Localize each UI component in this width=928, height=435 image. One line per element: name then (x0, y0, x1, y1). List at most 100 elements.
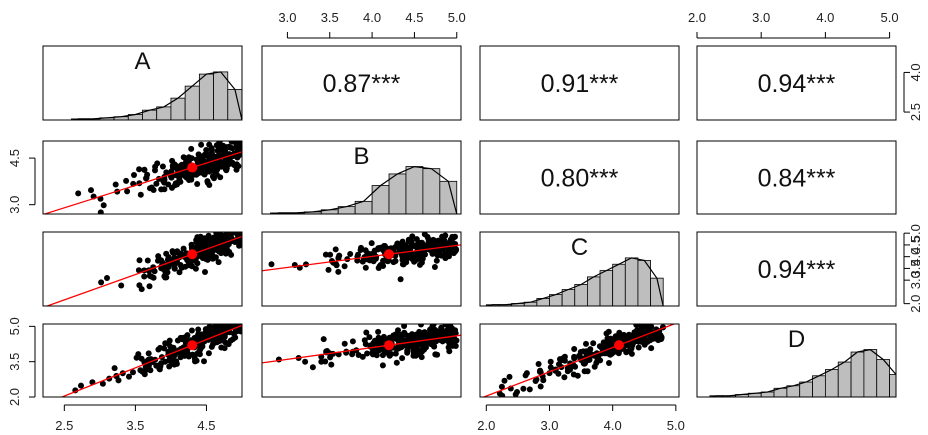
scatter-point (225, 341, 232, 348)
tick-label: 5.0 (7, 317, 22, 335)
tick-label: 4.5 (7, 149, 22, 167)
scatter-point (183, 158, 190, 165)
scatter-point (145, 362, 152, 369)
scatter-point (177, 262, 184, 268)
centroid-point (613, 340, 624, 351)
scatter-point (448, 325, 455, 332)
hist-bar (561, 289, 576, 306)
scatter-point (234, 238, 241, 245)
axis-a-bottom: 2.5 3.5 4.5 (55, 404, 216, 433)
scatter-point (202, 269, 208, 275)
centroid-point (187, 162, 198, 173)
scatter-point (361, 337, 368, 344)
scatter-point (215, 259, 222, 266)
scatter-point (433, 338, 440, 345)
scatter-point (143, 174, 150, 181)
scatter-point (222, 157, 229, 164)
hist-bar (156, 106, 172, 120)
scatter-point (388, 351, 395, 357)
tick-label: 5.0 (667, 418, 685, 433)
scatter-point (583, 340, 589, 347)
scatter-point (401, 324, 408, 329)
hist-bar (850, 351, 865, 397)
axis-d-top: 2.0 3.0 4.0 5.0 (688, 10, 899, 39)
scatter-point (211, 168, 218, 175)
scatter-point (431, 264, 438, 270)
panel-frame (42, 323, 243, 398)
scatter-point (163, 169, 170, 176)
scatter-point (412, 352, 419, 359)
scatter-point (418, 259, 425, 266)
correlation-label: 0.87*** (323, 70, 401, 98)
scatter-point (399, 355, 406, 362)
scatter-point (433, 257, 440, 264)
scatter-point (647, 337, 654, 344)
scatter-point (135, 351, 142, 358)
fit-line (262, 334, 461, 364)
scatter-point (141, 273, 148, 280)
scatter-point (498, 383, 505, 390)
scatter-point (514, 389, 520, 395)
panel-a-a: A (42, 45, 243, 121)
scatter-point (211, 337, 217, 344)
panel-frame (261, 231, 462, 307)
hist-bar (799, 381, 813, 397)
tick-label: 4.0 (363, 10, 381, 25)
scatter-point (547, 358, 554, 365)
scatter-point (228, 324, 235, 329)
scatter-point (198, 141, 205, 148)
scatter-point (192, 358, 198, 365)
scatter-point (427, 339, 434, 346)
scatter-point (431, 343, 438, 350)
scatter-point (395, 327, 401, 334)
panel-a-c: 0.91*** (479, 45, 680, 121)
hist-bar (184, 85, 200, 120)
variable-label-d: D (788, 326, 805, 353)
scatter-point (375, 328, 382, 335)
hist-bar (405, 166, 424, 214)
scatter-point (359, 353, 366, 360)
scatter-point (404, 347, 411, 354)
scatter-point (418, 324, 424, 328)
scatter-point (231, 330, 237, 337)
panel-d-c (479, 323, 680, 398)
scatter-point (373, 339, 380, 346)
scatter-point (596, 343, 603, 350)
scatter-point (335, 255, 342, 262)
scatter-point (199, 342, 206, 349)
centroid-point (187, 340, 198, 351)
hist-bar (863, 349, 878, 397)
scatter-point (169, 157, 176, 164)
scatter-point (210, 324, 217, 331)
hist-bar (612, 263, 626, 306)
density-curve (71, 71, 242, 120)
scatter-point (100, 202, 107, 209)
scatter-point (349, 338, 356, 345)
scatter-point (506, 373, 513, 380)
scatter-point (126, 373, 132, 380)
axis-d-left: 2.0 3.5 5.0 (7, 317, 36, 406)
scatter-point (379, 352, 386, 359)
scatter-point (185, 259, 192, 266)
tick-label: 3.0 (908, 271, 923, 289)
variable-label-b: B (353, 143, 369, 170)
hist-bar (624, 257, 639, 306)
scatter-point (332, 246, 339, 253)
scatter-point (421, 232, 428, 238)
scatter-point (217, 174, 224, 181)
scatter-point (362, 264, 369, 271)
panel-frame (479, 45, 680, 121)
scatter-point (392, 258, 399, 264)
scatter-point (367, 343, 374, 350)
scatter-point (136, 257, 143, 264)
tick-label: 2.0 (908, 295, 923, 313)
scatter-point (399, 256, 406, 263)
centroid-point (384, 249, 395, 260)
scatter-point (205, 350, 212, 357)
scatter-point (335, 268, 342, 275)
scatter-point (174, 337, 181, 344)
scatter-point (198, 331, 205, 338)
hist-bar (824, 369, 839, 397)
tick-label: 2.5 (55, 418, 73, 433)
